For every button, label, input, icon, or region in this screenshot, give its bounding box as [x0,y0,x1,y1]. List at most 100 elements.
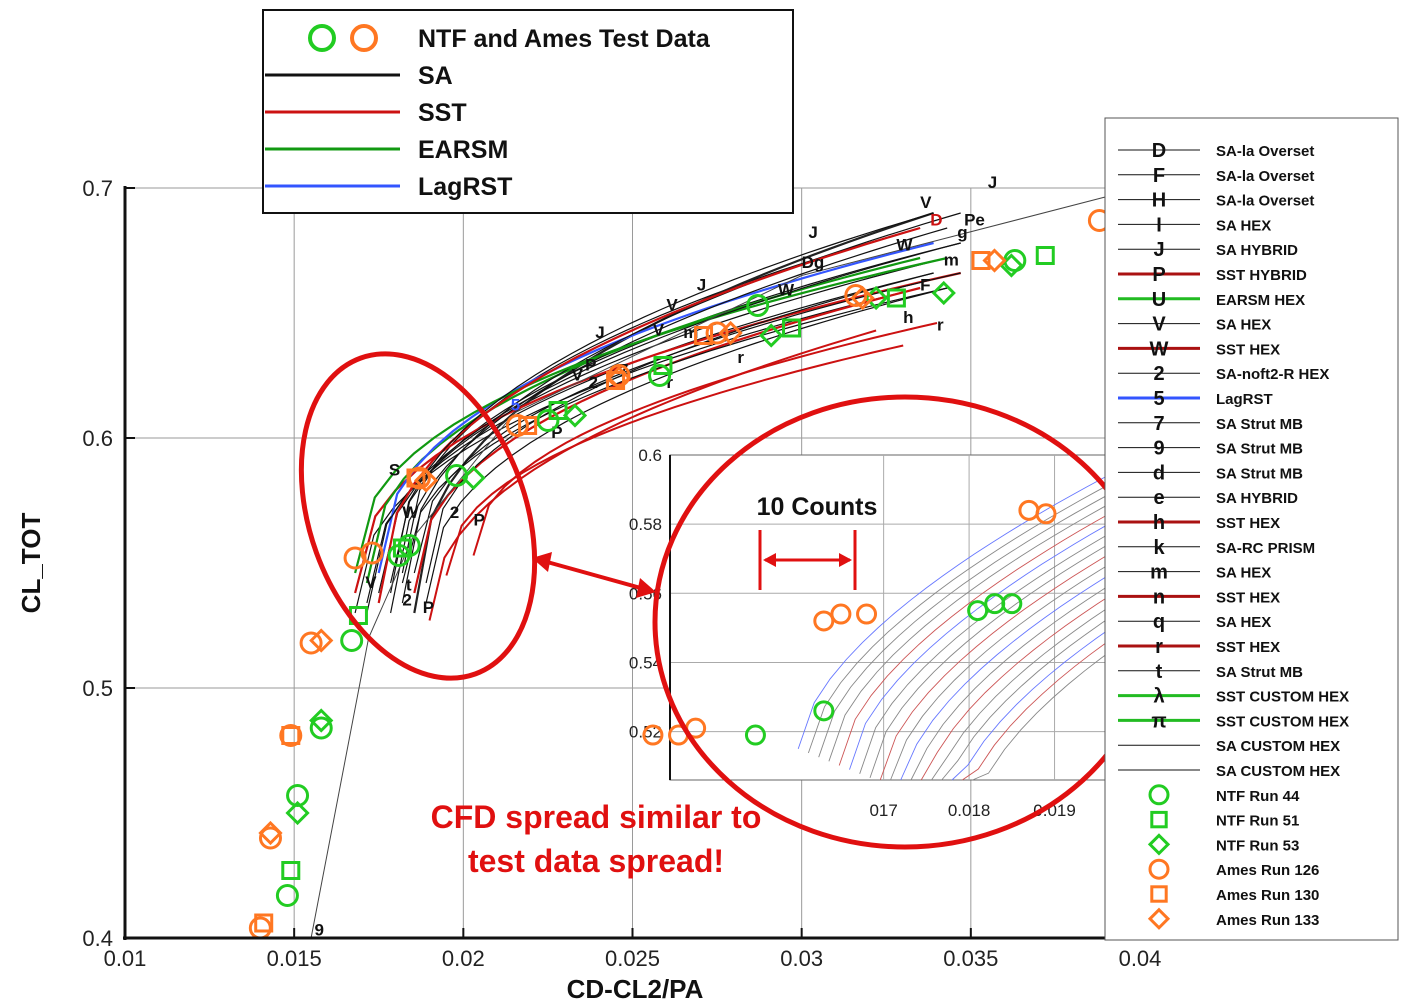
data-point [248,916,272,940]
data-point [281,861,301,880]
data-point [746,294,770,317]
legend-side-label: SST HEX [1216,589,1280,606]
legend-side-label: SA CUSTOM HEX [1216,763,1340,780]
inset-x-tick-label: 017 [869,801,897,820]
legend-side-label: Ames Run 126 [1216,862,1319,879]
data-point [850,285,875,311]
x-tick-label: 0.04 [1119,946,1162,971]
cfd-curve [378,257,948,594]
callout-line-2: test data spread! [468,843,724,879]
cfd-symbol: V [365,573,377,592]
legend-side-label: NTF Run 51 [1216,813,1299,830]
callout-line-1: CFD spread similar to [431,799,762,835]
data-point [281,726,301,745]
cfd-symbol: P [585,356,596,375]
legend-side-marker [1150,810,1168,829]
data-point [279,724,303,747]
data-point [258,826,282,850]
inset-y-tick-label: 0.58 [629,515,662,534]
cfd-curve [413,211,934,614]
inset-ames-point [830,603,852,625]
cfd-curve [390,227,948,614]
legend-side-label: NTF Run 53 [1216,837,1299,854]
legend-side-label: SA CUSTOM HEX [1216,738,1340,755]
cfd-symbol: J [595,323,604,342]
cfd-curve [354,271,961,594]
data-point [254,913,274,933]
legend-side-label: SA-noft2-R HEX [1216,366,1329,383]
legend-side-label: SST HEX [1216,341,1280,358]
data-point [309,716,333,740]
test-data-points [248,209,1111,940]
data-point [275,884,299,907]
legend-side-symbol: n [1153,586,1165,608]
legend-side-symbol: D [1152,140,1166,162]
data-point [562,403,588,428]
inset-ames-point [1035,503,1057,525]
cfd-curve [354,256,948,574]
cfd-curve-sst [472,322,938,556]
data-point [309,628,334,653]
legend-side-label: EARSM HEX [1216,292,1305,309]
legend-main-label: EARSM [418,136,508,164]
legend-main-label: LagRST [418,173,512,201]
legend-circle-ntf [308,24,336,52]
data-point [844,284,868,307]
legend-side-symbol: m [1150,562,1168,584]
legend-side-label: SA HEX [1216,217,1271,234]
legend-side-symbol: 9 [1153,438,1164,460]
cfd-symbol: D [930,211,942,230]
data-point [299,631,323,655]
cfd-symbol: 2 [450,503,459,522]
legend-side-label: SA Strut MB [1216,441,1303,458]
data-point [309,708,334,733]
cfd-symbol: V [572,366,584,385]
cfd-symbol: 5 [511,396,520,415]
inset-ntf-point [813,700,835,722]
legend-side-symbol: e [1153,487,1164,509]
x-tick-label: 0.01 [104,946,147,971]
axes [123,186,1141,940]
inset-cfd-curve [797,454,1141,750]
legend-side-label: SST CUSTOM HEX [1216,713,1349,730]
legend-side-label: SA-la Overset [1216,143,1314,160]
cfd-symbol: W [778,281,795,300]
y-tick-label: 0.7 [82,176,113,201]
zoom-region-ellipse [298,351,538,681]
cfd-curve-sst [445,344,904,576]
legend-side-symbol: V [1152,314,1166,336]
x-tick-label: 0.025 [605,946,660,971]
legend-side-label: Ames Run 133 [1216,912,1319,929]
data-point [505,414,529,437]
legend-main-label: SA [418,62,453,90]
legend-side-symbol: J [1153,239,1164,261]
cfd-symbol: g [957,223,967,242]
cfd-symbol: V [666,296,678,315]
legend-side-label: SA-la Overset [1216,193,1314,210]
cfd-symbol: J [988,173,997,192]
cfd-symbol: Dg [802,253,825,272]
series-ames-run-133 [258,248,1007,846]
data-point [286,784,310,807]
counts-arrow-head-right [839,553,852,567]
cfd-curve [390,212,934,594]
inset-ntf-point [967,600,989,622]
data-point [886,288,906,308]
cfd-symbol: r [937,316,944,335]
y-tick-label: 0.6 [82,426,113,451]
legend-side-label: SA-RC PRISM [1216,540,1315,557]
counts-annotation: 10 Counts [757,493,878,521]
data-point [705,321,729,345]
data-point [548,401,568,420]
x-tick-label: 0.03 [780,946,823,971]
cfd-symbol: m [944,251,959,270]
cfd-symbol: S [389,461,400,480]
series-ames-run-130 [254,251,991,933]
cfd-curve [425,287,948,604]
legend-side-symbol: k [1153,537,1165,559]
inset-ames-point [856,603,878,625]
y-tick-label: 0.4 [82,926,113,951]
legend-side-symbol: π [1151,710,1166,732]
legend-side-symbol: 5 [1153,388,1164,410]
cfd-curve [377,226,921,604]
